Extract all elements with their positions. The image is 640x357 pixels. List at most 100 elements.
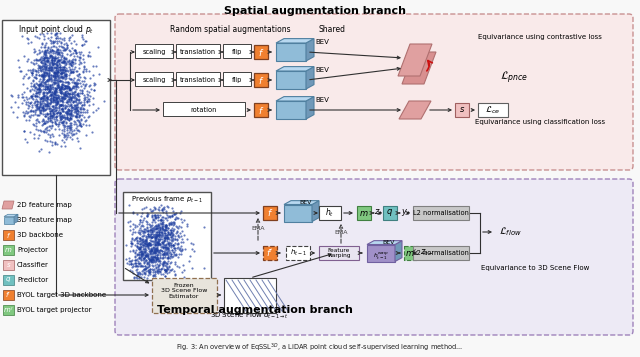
Text: Previous frame $p_{t-1}$: Previous frame $p_{t-1}$: [131, 195, 203, 205]
Point: [45, 83, 55, 89]
Point: [125, 227, 136, 233]
Polygon shape: [2, 201, 14, 209]
Text: flip: flip: [232, 77, 242, 83]
Point: [45, 61, 55, 67]
Point: [69, 83, 79, 89]
Bar: [276, 101, 306, 119]
Point: [49, 60, 60, 65]
Point: [25, 108, 35, 114]
Point: [169, 245, 179, 251]
Point: [80, 96, 90, 102]
Point: [50, 39, 60, 44]
Point: [38, 95, 49, 101]
Point: [159, 235, 170, 241]
Point: [145, 266, 156, 272]
Point: [70, 98, 80, 104]
Point: [42, 47, 52, 53]
Point: [47, 47, 57, 53]
Point: [63, 94, 73, 100]
Point: [67, 60, 77, 65]
Point: [42, 85, 52, 90]
Point: [150, 245, 161, 251]
Point: [61, 83, 71, 89]
Point: [40, 49, 51, 54]
Point: [160, 222, 170, 227]
Point: [74, 94, 84, 99]
Point: [35, 87, 45, 93]
Point: [65, 59, 76, 64]
Point: [83, 53, 93, 59]
Point: [154, 266, 164, 272]
Point: [138, 244, 148, 250]
Point: [159, 204, 170, 210]
Point: [148, 245, 158, 251]
Polygon shape: [306, 39, 314, 61]
Point: [164, 249, 175, 255]
Point: [50, 86, 60, 91]
Point: [143, 248, 154, 254]
Point: [187, 265, 197, 271]
Point: [131, 247, 141, 253]
Point: [170, 217, 180, 222]
Point: [56, 106, 66, 112]
Point: [67, 60, 77, 65]
Point: [34, 132, 44, 138]
Point: [42, 57, 52, 63]
Point: [54, 77, 65, 83]
Point: [62, 90, 72, 96]
Point: [33, 69, 43, 75]
Point: [154, 229, 164, 235]
Point: [149, 248, 159, 253]
Point: [55, 111, 65, 117]
Point: [65, 75, 75, 81]
Point: [164, 253, 175, 259]
Point: [50, 74, 60, 80]
Bar: [176, 44, 220, 58]
Point: [150, 262, 160, 268]
Point: [40, 66, 51, 72]
Point: [26, 59, 36, 65]
Point: [65, 113, 76, 119]
Point: [152, 252, 163, 257]
Point: [49, 64, 60, 70]
Point: [69, 75, 79, 80]
Point: [48, 72, 58, 78]
Point: [56, 84, 67, 90]
Point: [141, 243, 151, 248]
Point: [166, 227, 176, 233]
Point: [65, 69, 76, 75]
Point: [39, 92, 49, 98]
Point: [140, 254, 150, 260]
Point: [21, 71, 31, 77]
Point: [176, 225, 186, 230]
Point: [147, 247, 157, 252]
Point: [55, 57, 65, 63]
Bar: [3, 230, 14, 240]
Point: [66, 112, 76, 118]
Point: [38, 60, 49, 66]
Point: [58, 82, 68, 88]
Point: [33, 148, 44, 154]
Point: [159, 228, 169, 234]
Point: [166, 240, 177, 246]
Point: [74, 73, 84, 79]
Point: [48, 48, 58, 54]
Point: [55, 86, 65, 92]
Point: [70, 83, 81, 89]
Point: [35, 86, 45, 92]
Point: [145, 257, 155, 262]
Point: [76, 106, 86, 112]
Point: [75, 80, 85, 86]
Point: [67, 76, 77, 82]
Point: [58, 86, 68, 92]
Point: [138, 242, 148, 248]
Point: [51, 95, 61, 101]
Point: [93, 44, 104, 50]
Point: [77, 69, 88, 74]
Point: [159, 251, 169, 256]
Point: [47, 139, 58, 145]
Point: [150, 231, 160, 236]
Point: [156, 271, 166, 277]
Point: [56, 90, 66, 96]
Point: [67, 94, 77, 99]
